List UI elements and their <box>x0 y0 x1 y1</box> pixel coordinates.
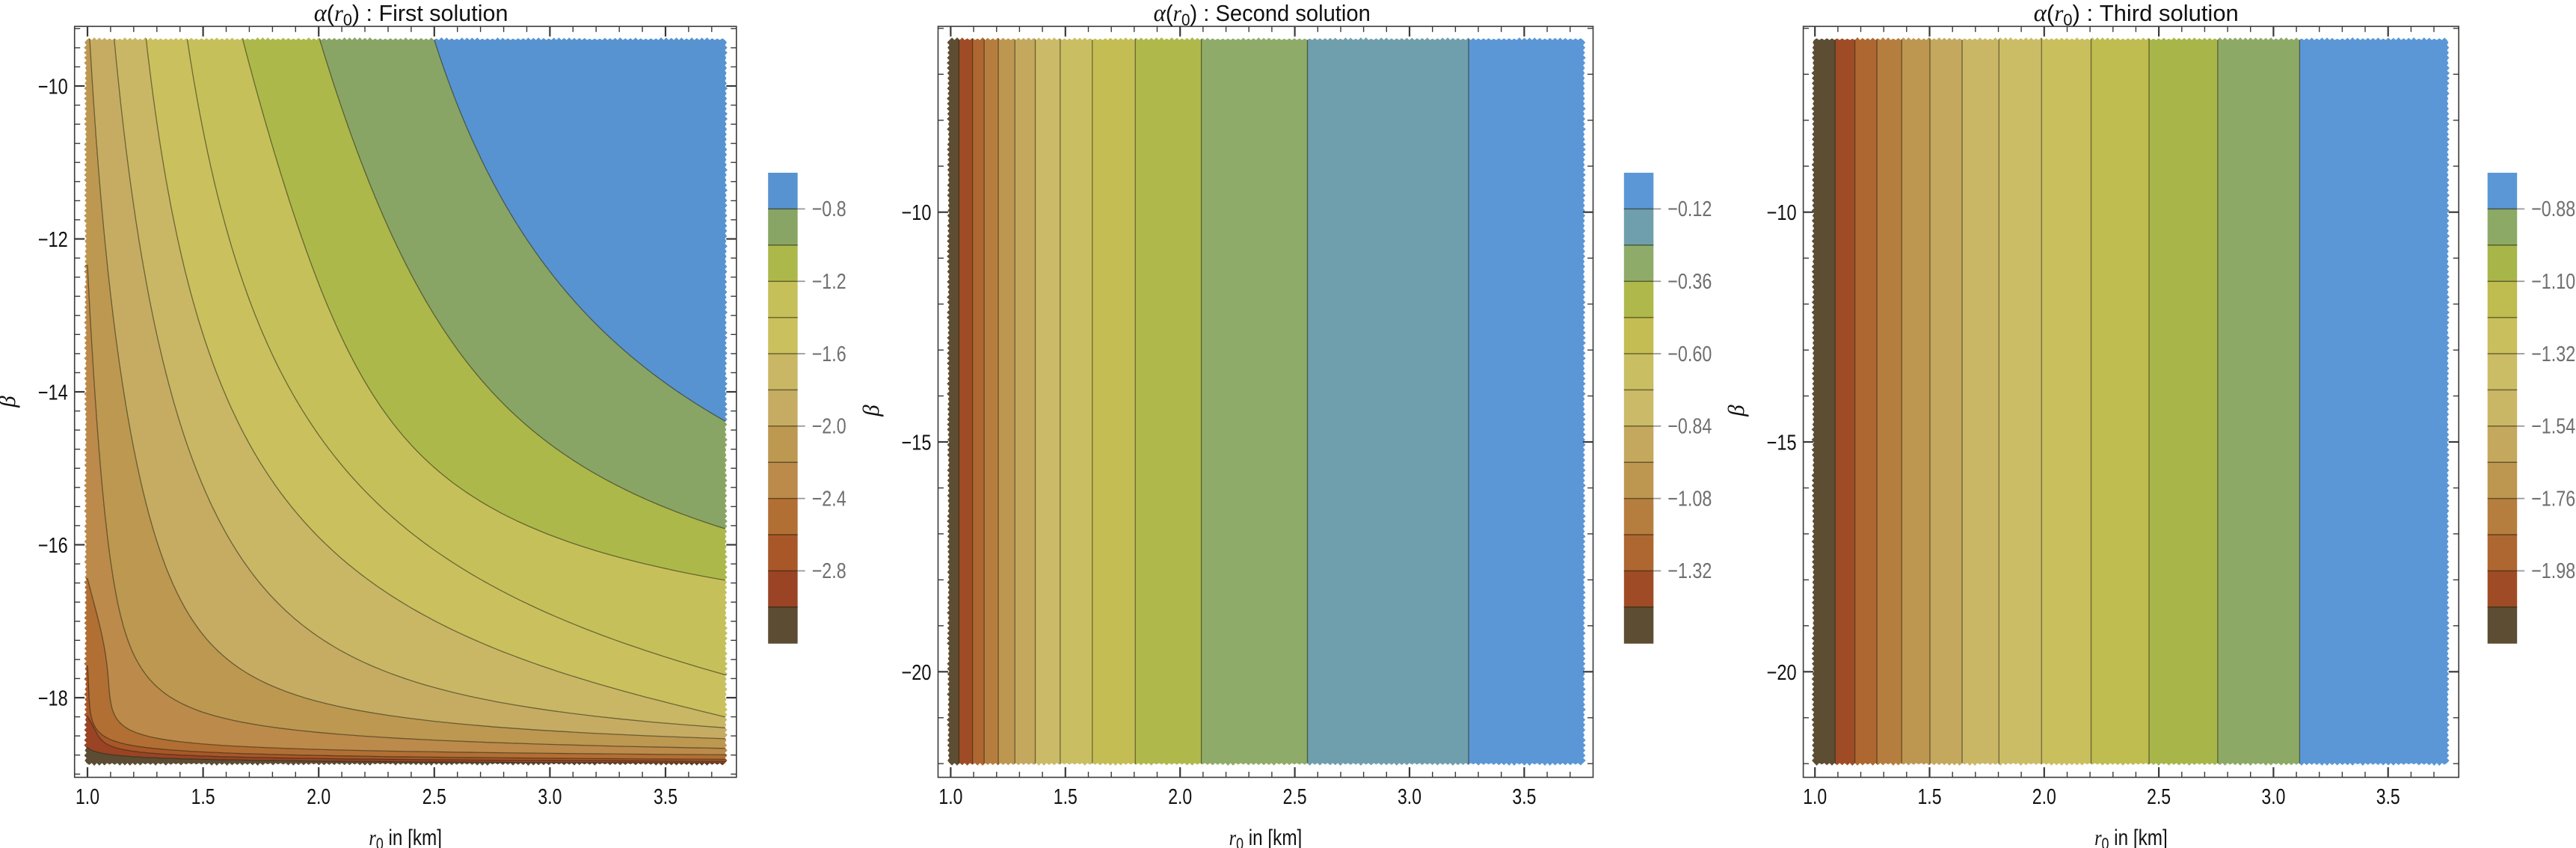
svg-text:−0.60: −0.60 <box>1667 342 1712 366</box>
svg-text:1.0: 1.0 <box>1803 785 1827 809</box>
svg-text:β: β <box>1723 405 1749 417</box>
svg-text:−1.32: −1.32 <box>1667 559 1712 583</box>
svg-text:2.5: 2.5 <box>422 785 446 809</box>
svg-text:r0 in [km]: r0 in [km] <box>369 825 442 848</box>
svg-text:−1.76: −1.76 <box>2531 487 2575 511</box>
svg-text:3.5: 3.5 <box>654 785 677 809</box>
svg-text:−14: −14 <box>38 381 68 405</box>
svg-text:−2.0: −2.0 <box>812 415 846 439</box>
svg-text:1.5: 1.5 <box>191 785 215 809</box>
svg-text:2.0: 2.0 <box>1168 785 1192 809</box>
svg-text:−1.32: −1.32 <box>2531 342 2575 366</box>
svg-text:α(r0) : Second solution: α(r0) : Second solution <box>1154 0 1371 29</box>
svg-text:3.5: 3.5 <box>1512 785 1536 809</box>
svg-text:−10: −10 <box>38 76 68 99</box>
svg-text:−0.84: −0.84 <box>1667 415 1712 439</box>
svg-text:3.0: 3.0 <box>1398 785 1421 809</box>
svg-text:1.0: 1.0 <box>76 785 99 809</box>
svg-text:2.0: 2.0 <box>2032 785 2056 809</box>
svg-text:−1.6: −1.6 <box>812 342 846 366</box>
svg-text:−1.54: −1.54 <box>2531 415 2575 439</box>
svg-text:−1.2: −1.2 <box>812 270 846 294</box>
svg-text:−20: −20 <box>902 661 932 685</box>
svg-text:−15: −15 <box>902 431 932 455</box>
svg-text:−15: −15 <box>1767 431 1797 455</box>
svg-text:−16: −16 <box>38 534 68 558</box>
svg-text:−18: −18 <box>38 687 68 711</box>
svg-text:−20: −20 <box>1767 661 1797 685</box>
svg-text:1.0: 1.0 <box>938 785 962 809</box>
svg-text:r0 in [km]: r0 in [km] <box>1229 825 1303 848</box>
svg-text:3.0: 3.0 <box>2261 785 2285 809</box>
svg-text:3.5: 3.5 <box>2376 785 2400 809</box>
svg-text:−0.12: −0.12 <box>1667 197 1712 221</box>
svg-text:−1.98: −1.98 <box>2531 559 2575 583</box>
svg-text:β: β <box>0 396 20 408</box>
svg-text:2.0: 2.0 <box>307 785 331 809</box>
svg-text:2.5: 2.5 <box>1283 785 1307 809</box>
svg-text:α(r0) : First solution: α(r0) : First solution <box>314 0 508 29</box>
svg-text:−12: −12 <box>38 228 68 252</box>
svg-text:−1.10: −1.10 <box>2531 270 2575 294</box>
svg-text:−0.36: −0.36 <box>1667 270 1712 294</box>
svg-text:1.5: 1.5 <box>1918 785 1942 809</box>
svg-text:β: β <box>858 405 884 417</box>
svg-text:−10: −10 <box>1767 201 1797 225</box>
svg-text:2.5: 2.5 <box>2147 785 2171 809</box>
svg-text:−2.8: −2.8 <box>812 559 846 583</box>
svg-text:1.5: 1.5 <box>1054 785 1078 809</box>
svg-text:3.0: 3.0 <box>538 785 562 809</box>
svg-text:−10: −10 <box>902 201 932 225</box>
svg-text:−0.8: −0.8 <box>812 197 846 221</box>
svg-text:−1.08: −1.08 <box>1667 487 1712 511</box>
svg-text:r0 in [km]: r0 in [km] <box>2094 825 2168 848</box>
svg-text:−0.88: −0.88 <box>2531 197 2575 221</box>
svg-text:−2.4: −2.4 <box>812 487 846 511</box>
